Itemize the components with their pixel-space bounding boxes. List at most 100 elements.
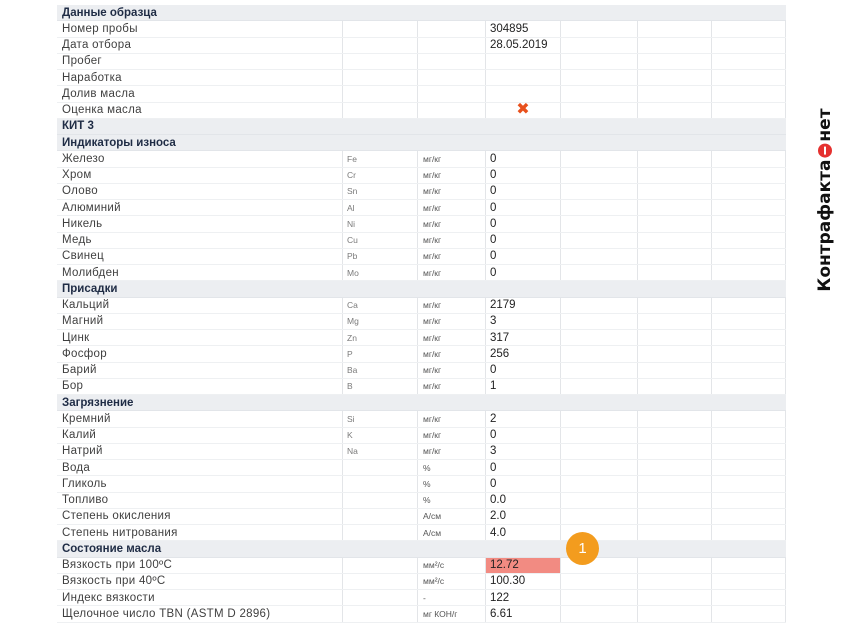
value-text: 0 <box>490 234 497 247</box>
value: 0 <box>486 427 561 443</box>
parameter-name: Оценка масла <box>57 102 343 118</box>
table-row: Железо Fe мг/кг 0 <box>57 151 786 168</box>
empty-cell <box>561 102 638 118</box>
empty-cell <box>712 508 786 524</box>
element-symbol <box>343 557 418 573</box>
value-text: 0 <box>490 429 497 442</box>
parameter-name-text: Никель <box>62 217 103 230</box>
unit-text: мг КОН/г <box>423 608 458 619</box>
unit-text: мг/кг <box>423 267 442 278</box>
value: 0 <box>486 460 561 476</box>
parameter-name-text: Гликоль <box>62 477 107 490</box>
section-title: Присадки <box>62 282 118 295</box>
parameter-name: Калий <box>57 427 343 443</box>
value-text: 0 <box>490 217 497 230</box>
unit: мг/кг <box>418 248 486 264</box>
unit: % <box>418 492 486 508</box>
value: 3 <box>486 443 561 459</box>
table-row: Номер пробы 304895 <box>57 21 786 38</box>
parameter-name: Фосфор <box>57 346 343 362</box>
empty-cell <box>561 86 638 102</box>
empty-cell <box>712 37 786 53</box>
parameter-name: Топливо <box>57 492 343 508</box>
empty-cell <box>638 346 712 362</box>
empty-cell <box>712 216 786 232</box>
parameter-name-text: Фосфор <box>62 347 107 360</box>
value: 2.0 <box>486 508 561 524</box>
table-row: Кремний Si мг/кг 2 <box>57 411 786 428</box>
element-symbol: Sn <box>343 183 418 199</box>
value-text: 256 <box>490 347 510 360</box>
parameter-name: Железо <box>57 151 343 167</box>
parameter-name-text: Наработка <box>62 71 122 84</box>
parameter-name-text: Олово <box>62 185 98 198</box>
empty-cell <box>712 102 786 118</box>
table-row: Вода% 0 <box>57 460 786 477</box>
value: 122 <box>486 590 561 606</box>
unit: мг/кг <box>418 313 486 329</box>
value: 0 <box>486 151 561 167</box>
element-symbol <box>343 476 418 492</box>
section-header: Загрязнение <box>57 395 786 412</box>
empty-cell <box>561 248 638 264</box>
parameter-name-text: Свинец <box>62 250 104 263</box>
unit: мг/кг <box>418 297 486 313</box>
value-text: 0 <box>490 169 497 182</box>
parameter-name-text: Щелочное число TBN (ASTM D 2896) <box>62 607 271 620</box>
empty-cell <box>561 411 638 427</box>
empty-cell <box>712 525 786 541</box>
empty-cell <box>638 427 712 443</box>
value: 2179 <box>486 297 561 313</box>
element-symbol <box>343 70 418 86</box>
table-row: Пробег <box>57 53 786 70</box>
unit: - <box>418 590 486 606</box>
value-text: 0 <box>490 152 497 165</box>
value: 304895 <box>486 21 561 37</box>
value: 0 <box>486 248 561 264</box>
element-symbol <box>343 508 418 524</box>
unit-text: мг/кг <box>423 430 442 441</box>
empty-cell <box>561 573 638 589</box>
unit: мг/кг <box>418 330 486 346</box>
table-row: Наработка <box>57 70 786 87</box>
empty-cell <box>638 265 712 281</box>
unit: мг/кг <box>418 216 486 232</box>
unit-text: мг/кг <box>423 218 442 229</box>
brand-logo: Контрафакта нет <box>812 108 838 291</box>
empty-cell <box>638 183 712 199</box>
element-symbol: Na <box>343 443 418 459</box>
table-row: Степень нитрования А/см 4.0 <box>57 525 786 542</box>
empty-cell <box>561 427 638 443</box>
value: 0 <box>486 216 561 232</box>
unit-text: % <box>423 462 431 473</box>
value-text: 12.72 <box>490 559 519 572</box>
empty-cell <box>561 492 638 508</box>
element-symbol-text: Ni <box>347 218 356 229</box>
parameter-name: Наработка <box>57 70 343 86</box>
value-text: 0 <box>490 477 497 490</box>
value <box>486 53 561 69</box>
value: 0.0 <box>486 492 561 508</box>
empty-cell <box>638 313 712 329</box>
table-row: Дата отбора 28.05.2019 <box>57 37 786 54</box>
table-row: Медь Cu мг/кг 0 <box>57 232 786 249</box>
table-row: Никель Ni мг/кг 0 <box>57 216 786 233</box>
empty-cell <box>712 411 786 427</box>
empty-cell <box>561 443 638 459</box>
parameter-name: Олово <box>57 183 343 199</box>
value: 2 <box>486 411 561 427</box>
element-symbol <box>343 21 418 37</box>
element-symbol: Ni <box>343 216 418 232</box>
empty-cell <box>638 362 712 378</box>
element-symbol: Ba <box>343 362 418 378</box>
empty-cell <box>712 21 786 37</box>
empty-cell <box>712 427 786 443</box>
parameter-name-text: Дата отбора <box>62 39 132 52</box>
value: 3 <box>486 313 561 329</box>
unit-text: А/см <box>423 527 442 538</box>
unit: мг/кг <box>418 200 486 216</box>
empty-cell <box>638 443 712 459</box>
unit <box>418 37 486 53</box>
element-symbol: Mg <box>343 313 418 329</box>
parameter-name-text: Магний <box>62 315 104 328</box>
